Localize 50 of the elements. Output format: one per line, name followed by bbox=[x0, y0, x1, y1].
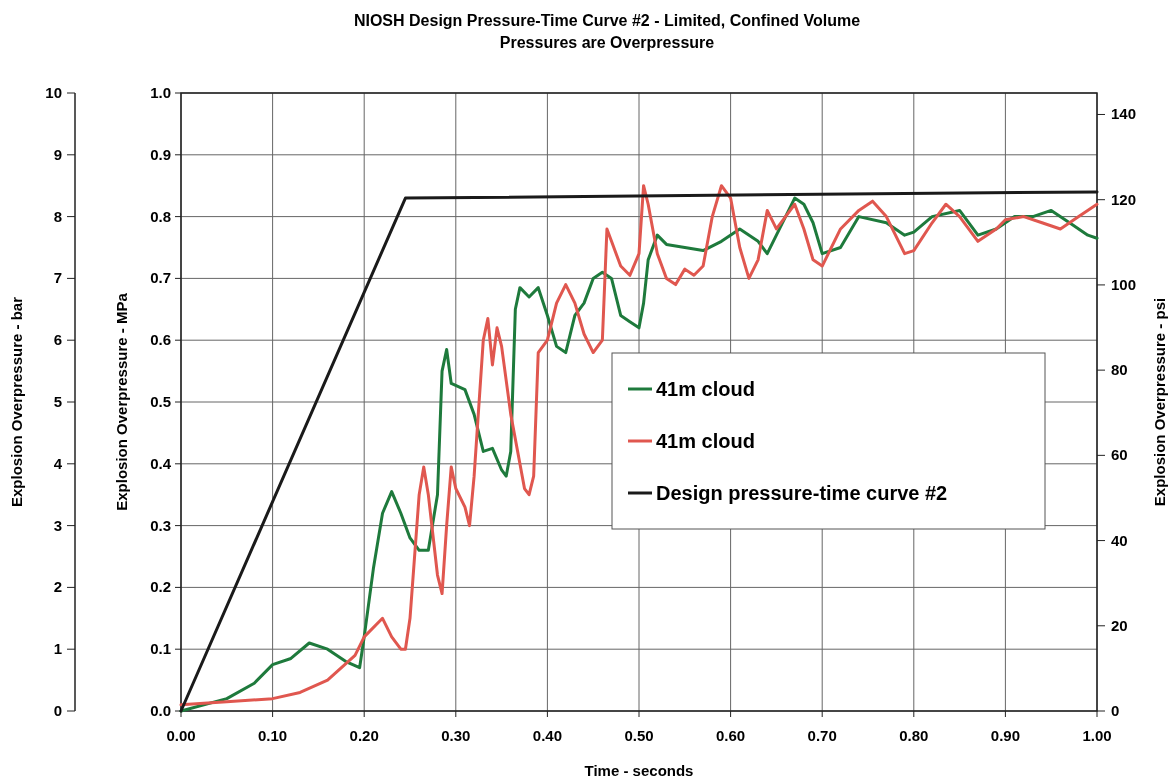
y3-tick-label: 6 bbox=[53, 331, 62, 349]
y2-tick-label: 60 bbox=[1111, 446, 1128, 464]
y3-tick-label: 0 bbox=[53, 702, 62, 719]
y2-tick-label: 140 bbox=[1111, 105, 1137, 123]
y3-tick-label: 2 bbox=[53, 578, 62, 596]
x-axis-title: Time - seconds bbox=[584, 762, 694, 779]
y3-tick-label: 9 bbox=[53, 145, 62, 163]
y-tick-label: 0.6 bbox=[150, 331, 171, 349]
legend-label: Design pressure-time curve #2 bbox=[656, 482, 948, 504]
y-tick-label: 0.2 bbox=[150, 578, 171, 596]
chart-subtitle: Pressures are Overpressure bbox=[499, 34, 715, 51]
y-tick-label: 1.0 bbox=[150, 84, 171, 101]
y2-tick-label: 0 bbox=[1111, 702, 1120, 719]
y3-tick-label: 4 bbox=[53, 454, 63, 472]
y-tick-label: 0.3 bbox=[150, 516, 171, 534]
y3-tick-label: 7 bbox=[53, 269, 62, 287]
y2-axis-title: Explosion Overpressure - psi bbox=[1151, 297, 1168, 507]
x-tick-label: 0.10 bbox=[258, 727, 288, 744]
y3-tick-label: 10 bbox=[45, 84, 62, 101]
y-tick-label: 0.8 bbox=[150, 207, 171, 225]
legend-label: 41m cloud bbox=[656, 378, 755, 400]
x-tick-label: 0.30 bbox=[441, 727, 471, 744]
y3-tick-label: 8 bbox=[53, 207, 62, 225]
y-tick-label: 0.0 bbox=[150, 702, 171, 719]
x-tick-label: 0.80 bbox=[899, 727, 929, 744]
y-tick-label: 0.7 bbox=[150, 269, 171, 287]
y-tick-label: 0.1 bbox=[150, 640, 171, 658]
y2-tick-label: 20 bbox=[1111, 616, 1128, 634]
y-tick-label: 0.5 bbox=[150, 393, 171, 410]
y3-tick-label: 5 bbox=[53, 393, 62, 410]
x-tick-label: 0.40 bbox=[532, 727, 562, 744]
x-tick-label: 1.00 bbox=[1082, 727, 1112, 744]
y3-tick-label: 3 bbox=[53, 516, 62, 534]
y-tick-label: 0.4 bbox=[150, 454, 172, 472]
legend-label: 41m cloud bbox=[656, 430, 755, 452]
y2-tick-label: 80 bbox=[1111, 361, 1128, 379]
y2-tick-label: 40 bbox=[1111, 531, 1128, 549]
x-tick-label: 0.90 bbox=[990, 727, 1020, 744]
x-tick-label: 0.70 bbox=[807, 727, 837, 744]
y2-tick-label: 100 bbox=[1111, 275, 1137, 293]
y-tick-label: 0.9 bbox=[150, 145, 171, 163]
y-axis-title: Explosion Overpressure - MPa bbox=[113, 292, 130, 511]
y3-tick-label: 1 bbox=[53, 640, 62, 658]
x-tick-label: 0.00 bbox=[166, 727, 196, 744]
x-tick-label: 0.60 bbox=[716, 727, 746, 744]
y2-tick-label: 120 bbox=[1111, 190, 1137, 208]
x-tick-label: 0.20 bbox=[349, 727, 379, 744]
y3-axis-title: Explosion Overpressure - bar bbox=[8, 296, 25, 508]
chart-title: NIOSH Design Pressure-Time Curve #2 - Limited, Confined Volume bbox=[353, 12, 861, 29]
x-tick-label: 0.50 bbox=[624, 727, 654, 744]
